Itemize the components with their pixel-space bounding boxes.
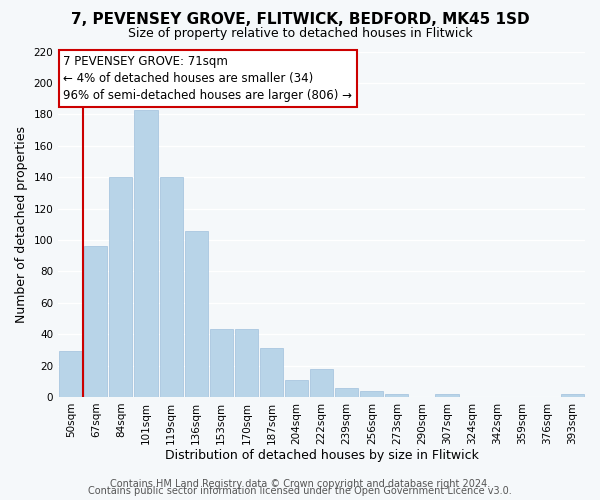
- Bar: [310, 368, 333, 397]
- Bar: [285, 380, 308, 397]
- Bar: [59, 352, 82, 397]
- Y-axis label: Number of detached properties: Number of detached properties: [15, 126, 28, 322]
- Text: 7, PEVENSEY GROVE, FLITWICK, BEDFORD, MK45 1SD: 7, PEVENSEY GROVE, FLITWICK, BEDFORD, MK…: [71, 12, 529, 28]
- Text: Contains HM Land Registry data © Crown copyright and database right 2024.: Contains HM Land Registry data © Crown c…: [110, 479, 490, 489]
- Text: Size of property relative to detached houses in Flitwick: Size of property relative to detached ho…: [128, 28, 472, 40]
- Text: 7 PEVENSEY GROVE: 71sqm
← 4% of detached houses are smaller (34)
96% of semi-det: 7 PEVENSEY GROVE: 71sqm ← 4% of detached…: [64, 55, 352, 102]
- Bar: [335, 388, 358, 397]
- Bar: [109, 177, 133, 397]
- Bar: [209, 330, 233, 397]
- Bar: [235, 330, 258, 397]
- Bar: [84, 246, 107, 397]
- Bar: [185, 230, 208, 397]
- Bar: [260, 348, 283, 397]
- Bar: [385, 394, 409, 397]
- Text: Contains public sector information licensed under the Open Government Licence v3: Contains public sector information licen…: [88, 486, 512, 496]
- X-axis label: Distribution of detached houses by size in Flitwick: Distribution of detached houses by size …: [164, 450, 479, 462]
- Bar: [134, 110, 158, 397]
- Bar: [436, 394, 458, 397]
- Bar: [561, 394, 584, 397]
- Bar: [360, 390, 383, 397]
- Bar: [160, 177, 182, 397]
